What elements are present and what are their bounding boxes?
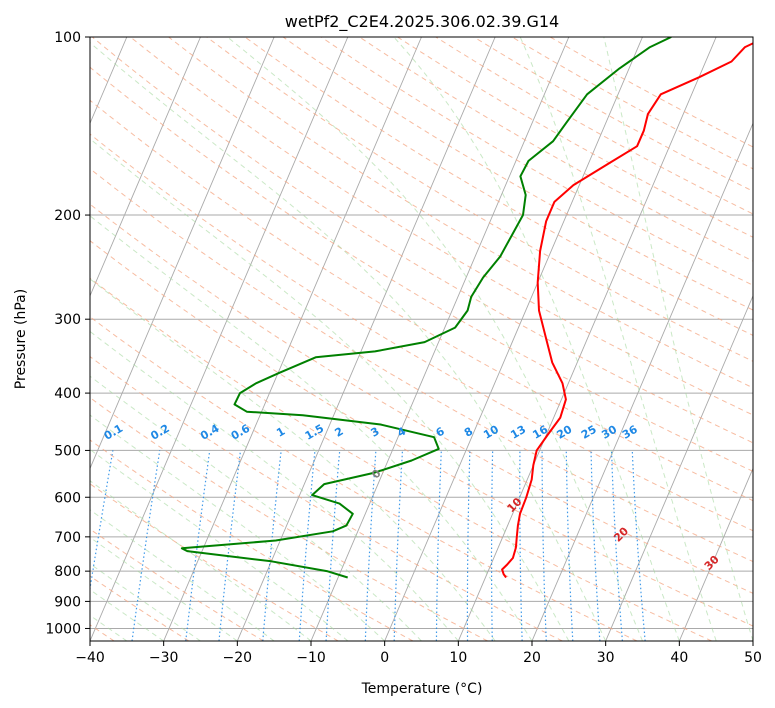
moist-adiabat: [90, 414, 386, 641]
moist-adiabat: [90, 138, 570, 641]
profiles: [180, 37, 753, 579]
plot-frame: [89, 36, 754, 642]
y-tick-label: 400: [54, 386, 81, 402]
moist-adiabat: [393, 37, 680, 641]
x-tick-label: 40: [670, 650, 688, 666]
isotherm: [678, 467, 753, 641]
dry-adiabat: [90, 168, 753, 563]
y-tick-label: 600: [54, 490, 81, 506]
y-tick-label: 200: [54, 208, 81, 224]
dry-adiabat: [90, 483, 339, 641]
mixing-ratio-line: [262, 450, 282, 641]
moist-adiabat: [90, 278, 496, 641]
dry-adiabat: [90, 397, 488, 641]
x-tick-label: −20: [223, 650, 253, 666]
moist-adiabats: [90, 37, 753, 641]
mixing-ratio-line: [218, 450, 242, 641]
y-tick-label: 700: [54, 530, 81, 546]
moist-adiabat: [90, 215, 533, 641]
moist-adiabat: [90, 563, 201, 641]
isotherm: [384, 37, 643, 641]
x-tick-label: 30: [597, 650, 615, 666]
x-axis-ticks: −40 −30 −20 −10 0 10 20 30 40 50: [75, 641, 762, 666]
x-tick-label: −40: [75, 650, 105, 666]
x-tick-label: −10: [296, 650, 326, 666]
mixing-ratio-line: [131, 450, 161, 641]
moist-adiabat: [90, 375, 422, 641]
y-tick-label: 500: [54, 443, 81, 459]
x-axis-label: Temperature (°C): [361, 681, 483, 697]
y-tick-label: 900: [54, 594, 81, 610]
dry-adiabat: [130, 37, 753, 416]
y-axis-ticks: 100 200 300 400 500 600 700 800 900 1000: [45, 30, 90, 637]
y-axis-label: Pressure (hPa): [13, 289, 29, 389]
dry-adiabat: [90, 439, 414, 641]
moist-adiabat: [90, 330, 459, 641]
moist-adiabat: [519, 37, 717, 641]
mixing-ratio-line: [90, 450, 114, 593]
isotherm: [605, 294, 753, 641]
isotherm: [90, 37, 201, 298]
chart-title: wetPf2_C2E4.2025.306.02.39.G14: [285, 12, 559, 32]
moist-adiabat: [90, 41, 607, 641]
dry-adiabats: [90, 37, 753, 641]
moist-adiabat: [90, 536, 238, 641]
moist-adiabat: [603, 37, 753, 641]
dry-adiabat: [90, 133, 753, 532]
mixing-ratio-line: [185, 450, 211, 641]
y-tick-label: 800: [54, 564, 81, 580]
y-tick-label: 300: [54, 312, 81, 328]
x-tick-label: 10: [449, 650, 467, 666]
moist-adiabat: [90, 448, 349, 641]
dry-adiabat: [90, 240, 753, 627]
y-tick-label: 100: [54, 30, 81, 46]
x-tick-label: 20: [523, 650, 541, 666]
dewpoint-profile: [180, 37, 672, 579]
dry-adiabat: [90, 203, 753, 594]
moist-adiabat: [90, 589, 164, 641]
dry-adiabat: [206, 37, 753, 362]
moist-adiabat: [227, 37, 643, 641]
pressure-gridlines: [90, 37, 753, 629]
isotherm: [531, 122, 753, 641]
dry-adiabat: [90, 356, 563, 641]
isotherm: [90, 37, 275, 470]
x-tick-label: −30: [149, 650, 179, 666]
isotherm: [457, 37, 717, 641]
mixing-ratio-lines: [90, 450, 646, 641]
moist-adiabat: [90, 480, 312, 641]
dry-adiabat: [90, 66, 753, 472]
temperature-profile: [501, 42, 753, 579]
y-tick-label: 1000: [45, 621, 81, 637]
x-tick-label: 50: [744, 650, 762, 666]
x-tick-label: 0: [380, 650, 389, 666]
isotherm: [163, 37, 422, 641]
dry-adiabat: [282, 37, 753, 311]
